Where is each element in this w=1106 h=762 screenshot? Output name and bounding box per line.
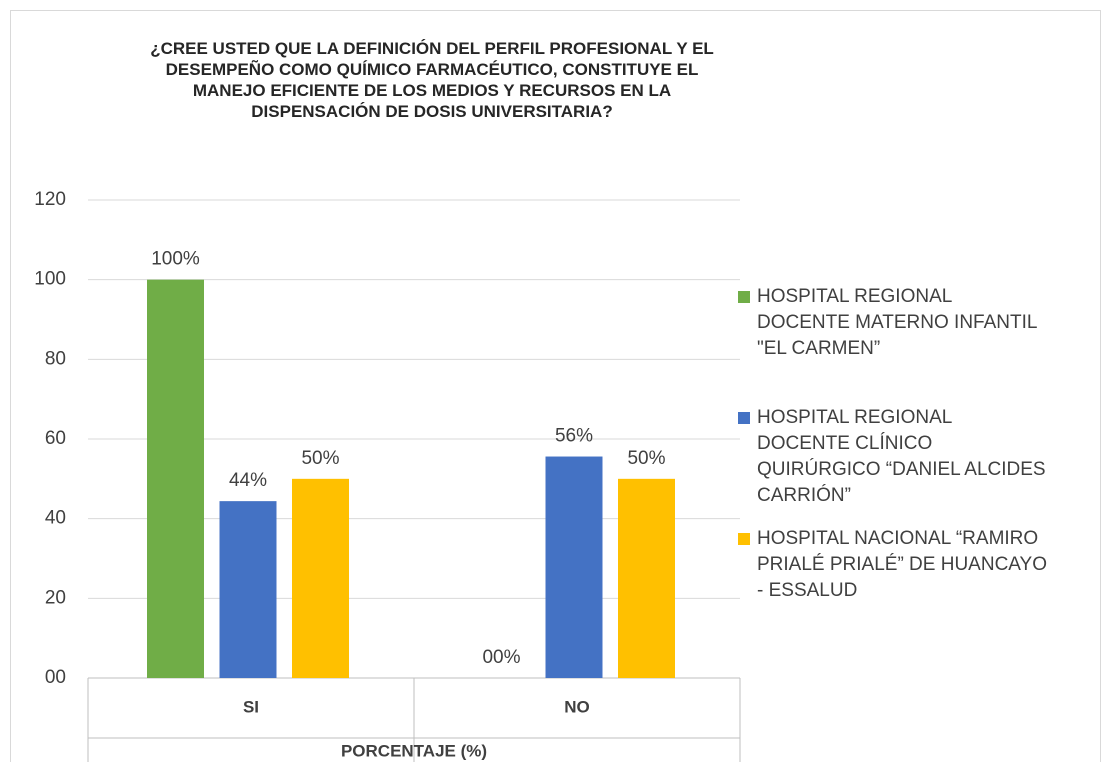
legend-swatch <box>738 533 750 545</box>
bar <box>219 501 277 678</box>
chart-title: ¿CREE USTED QUE LA DEFINICIÓN DEL PERFIL… <box>150 39 714 121</box>
data-label: 56% <box>555 426 593 447</box>
x-tick-label: SI <box>243 697 259 716</box>
legend-label: HOSPITAL REGIONAL DOCENTE MATERNO INFANT… <box>757 286 1037 359</box>
legend-swatch <box>738 291 750 303</box>
y-tick-label: 120 <box>34 189 66 210</box>
y-tick-label: 100 <box>34 269 66 290</box>
y-tick-label: 60 <box>45 428 66 449</box>
bar <box>545 456 603 678</box>
chart-border <box>10 10 1101 762</box>
legend-label: HOSPITAL NACIONAL “RAMIRO PRIALÉ PRIALÉ”… <box>757 528 1048 601</box>
data-label: 50% <box>301 448 339 469</box>
y-tick-label: 40 <box>45 508 66 529</box>
bar <box>292 478 349 678</box>
legend-entry: HOSPITAL REGIONAL DOCENTE MATERNO INFANT… <box>738 284 1047 362</box>
x-tick-label: NO <box>564 697 590 716</box>
legend-label: HOSPITAL REGIONAL DOCENTE CLÍNICO QUIRÚR… <box>757 407 1046 506</box>
y-tick-label: 20 <box>45 587 66 608</box>
y-tick-label: 80 <box>45 348 66 369</box>
bar <box>147 279 204 678</box>
bar <box>618 478 675 678</box>
legend-entry: HOSPITAL NACIONAL “RAMIRO PRIALÉ PRIALÉ”… <box>738 526 1048 604</box>
y-tick-label: 00 <box>45 667 66 688</box>
legend-entry: HOSPITAL REGIONAL DOCENTE CLÍNICO QUIRÚR… <box>738 405 1047 509</box>
data-label: 44% <box>229 470 267 491</box>
legend-swatch <box>738 412 750 424</box>
data-label: 100% <box>151 249 200 270</box>
data-label: 50% <box>627 448 665 469</box>
data-label: 00% <box>482 647 520 668</box>
x-axis-title: PORCENTAJE (%) <box>341 741 487 760</box>
